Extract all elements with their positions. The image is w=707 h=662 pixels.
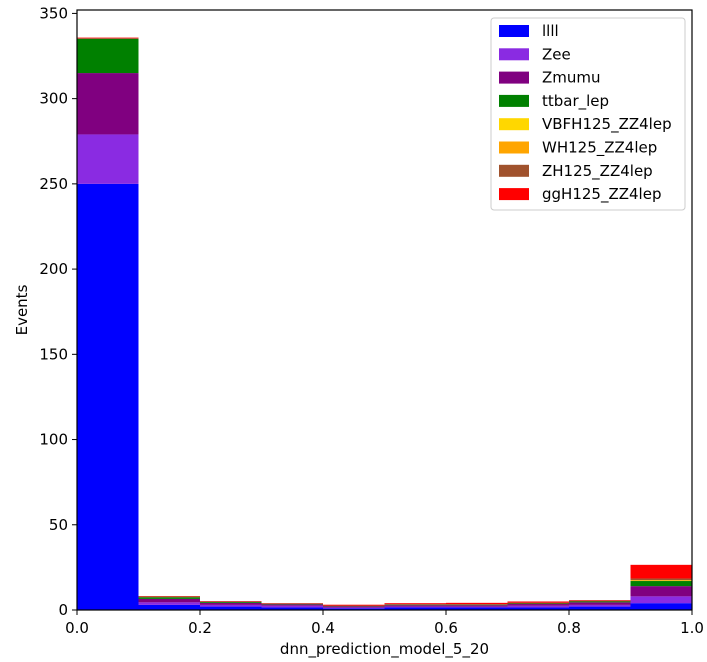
y-tick-label: 150 [39, 345, 68, 363]
bar-Zee-bin-0 [77, 134, 139, 183]
bar-Zee-bin-1 [139, 602, 201, 605]
bar-Zee-bin-3 [262, 606, 324, 608]
legend-label: VBFH125_ZZ4lep [542, 115, 672, 134]
bar-Zee-bin-9 [631, 596, 693, 603]
bar-ttbar_lep-bin-8 [569, 601, 631, 602]
legend-label: llll [542, 22, 559, 40]
y-axis-label: Events [13, 284, 31, 335]
legend-swatch [499, 48, 529, 60]
bar-Zmumu-bin-5 [385, 605, 447, 606]
bar-Zee-bin-5 [385, 607, 447, 608]
bar-ZH125_ZZ4lep-bin-2 [200, 601, 262, 602]
x-tick-label: 0.2 [188, 619, 212, 637]
bar-ZH125_ZZ4lep-bin-8 [569, 601, 631, 602]
bar-VBFH125_ZZ4lep-bin-9 [631, 581, 693, 582]
bar-ttbar_lep-bin-3 [262, 604, 324, 605]
legend-label: ZH125_ZZ4lep [542, 162, 653, 181]
bar-ttbar_lep-bin-0 [77, 39, 139, 73]
y-tick-label: 350 [39, 4, 68, 22]
x-tick-label: 1.0 [680, 619, 704, 637]
x-tick-label: 0.4 [311, 619, 335, 637]
bar-ZH125_ZZ4lep-bin-4 [323, 606, 385, 607]
y-tick-label: 100 [39, 431, 68, 449]
legend-label: Zee [542, 45, 571, 63]
bar-ggH125_ZZ4lep-bin-7 [508, 601, 570, 602]
legend-swatch [499, 165, 529, 177]
bar-ggH125_ZZ4lep-bin-9 [631, 565, 693, 579]
bar-llll-bin-1 [139, 605, 201, 610]
bar-Zmumu-bin-7 [508, 604, 570, 606]
legend-label: WH125_ZZ4lep [542, 139, 657, 158]
bar-Zee-bin-6 [446, 607, 508, 608]
y-tick-label: 50 [49, 516, 68, 534]
bar-ttbar_lep-bin-9 [631, 581, 693, 586]
bar-Zee-bin-4 [323, 607, 385, 608]
bar-Zee-bin-7 [508, 606, 570, 608]
bar-ZH125_ZZ4lep-bin-9 [631, 578, 693, 580]
x-axis: 0.0 0.2 0.4 0.6 0.8 1.0 [65, 610, 704, 637]
bar-ttbar_lep-bin-5 [385, 605, 447, 606]
legend-swatch [499, 188, 529, 200]
legend-label: Zmumu [542, 69, 601, 87]
x-axis-label: dnn_prediction_model_5_20 [280, 640, 489, 659]
legend: llll Zee Zmumu ttbar_lep VBFH125_ZZ4lep WH125… [491, 18, 685, 210]
legend-label: ttbar_lep [542, 92, 609, 111]
bar-ZH125_ZZ4lep-bin-0 [77, 38, 139, 39]
bar-Zmumu-bin-6 [446, 605, 508, 606]
bar-Zee-bin-8 [569, 605, 631, 607]
bar-Zmumu-bin-1 [139, 599, 201, 602]
bar-Zmumu-bin-3 [262, 604, 324, 605]
bar-llll-bin-9 [631, 603, 693, 610]
x-tick-label: 0.6 [434, 619, 458, 637]
x-tick-label: 0.0 [65, 619, 89, 637]
legend-swatch [499, 95, 529, 107]
bar-ZH125_ZZ4lep-bin-6 [446, 604, 508, 605]
x-tick-label: 0.8 [557, 619, 581, 637]
bar-llll-bin-0 [77, 184, 139, 610]
bar-ggH125_ZZ4lep-bin-6 [446, 603, 508, 604]
y-tick-label: 250 [39, 175, 68, 193]
bar-ggH125_ZZ4lep-bin-0 [77, 38, 139, 39]
legend-box [491, 18, 685, 210]
bar-ggH125_ZZ4lep-bin-4 [323, 605, 385, 606]
legend-swatch [499, 118, 529, 130]
legend-swatch [499, 25, 529, 37]
bar-Zmumu-bin-8 [569, 602, 631, 605]
bar-ZH125_ZZ4lep-bin-3 [262, 603, 324, 604]
bar-Zee-bin-2 [200, 605, 262, 607]
bar-ttbar_lep-bin-1 [139, 597, 201, 599]
bar-ttbar_lep-bin-6 [446, 605, 508, 606]
y-tick-label: 200 [39, 260, 68, 278]
legend-swatch [499, 142, 529, 154]
bar-ggH125_ZZ4lep-bin-5 [385, 603, 447, 604]
bar-ggH125_ZZ4lep-bin-8 [569, 600, 631, 601]
bar-Zmumu-bin-4 [323, 606, 385, 607]
bar-ZH125_ZZ4lep-bin-5 [385, 604, 447, 605]
legend-label: ggH125_ZZ4lep [542, 185, 661, 204]
y-tick-label: 300 [39, 90, 68, 108]
legend-swatch [499, 72, 529, 84]
bar-ttbar_lep-bin-7 [508, 604, 570, 605]
y-axis: 0 50 100 150 200 250 300 350 [39, 4, 77, 619]
bar-Zmumu-bin-0 [77, 73, 139, 134]
bar-Zmumu-bin-9 [631, 586, 693, 596]
bar-ZH125_ZZ4lep-bin-7 [508, 603, 570, 604]
bar-ttbar_lep-bin-2 [200, 602, 262, 603]
bar-ZH125_ZZ4lep-bin-1 [139, 596, 201, 597]
y-tick-label: 0 [58, 601, 68, 619]
bar-Zmumu-bin-2 [200, 603, 262, 605]
